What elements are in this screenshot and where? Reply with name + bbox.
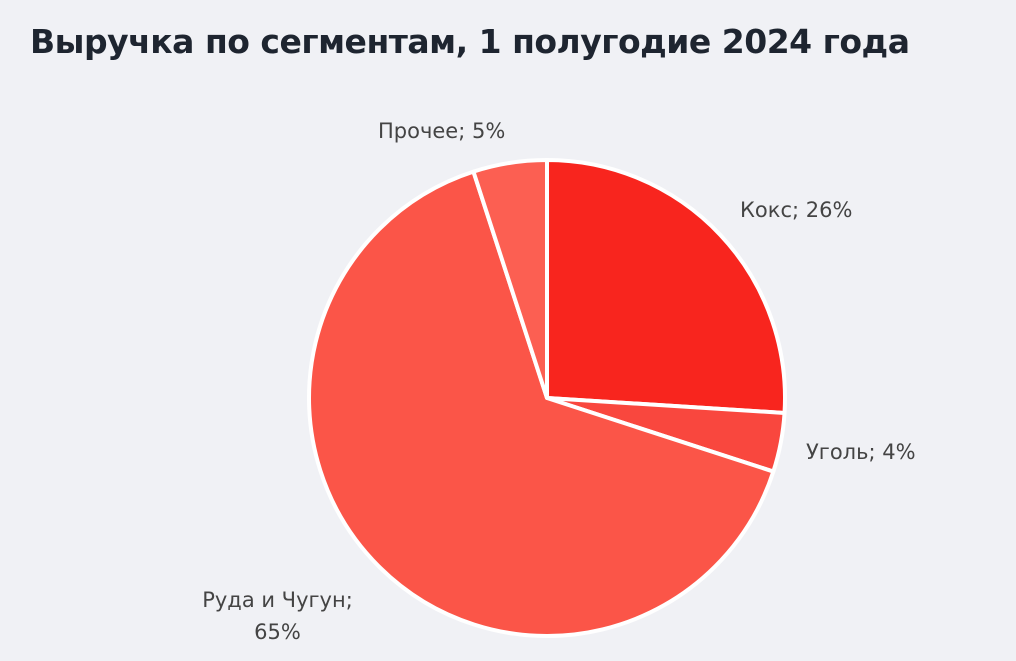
- slice-label: Руда и Чугун; 65%: [202, 588, 353, 644]
- slice-label: Уголь; 4%: [806, 440, 916, 464]
- pie-slice: [545, 158, 787, 415]
- pie-slice: [307, 169, 776, 638]
- chart-title: Выручка по сегментам, 1 полугодие 2024 г…: [30, 22, 910, 61]
- slice-label: Кокс; 26%: [740, 198, 853, 222]
- pie-slice: [471, 158, 549, 400]
- slice-label: Прочее; 5%: [378, 119, 506, 143]
